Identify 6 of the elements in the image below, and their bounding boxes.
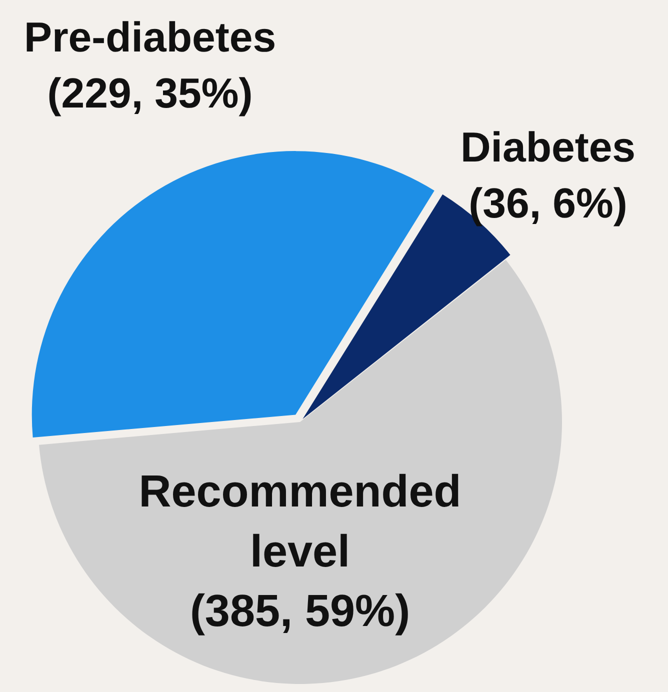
slice-label: Diabetes <box>460 124 636 171</box>
data-label: (229, 35%) <box>47 69 253 116</box>
slice-label: Recommended level <box>138 465 462 576</box>
data-label: (36, 6%) <box>468 179 628 226</box>
slice-label: Pre-diabetes <box>24 14 276 61</box>
data-label: (385, 59%) <box>190 585 410 636</box>
